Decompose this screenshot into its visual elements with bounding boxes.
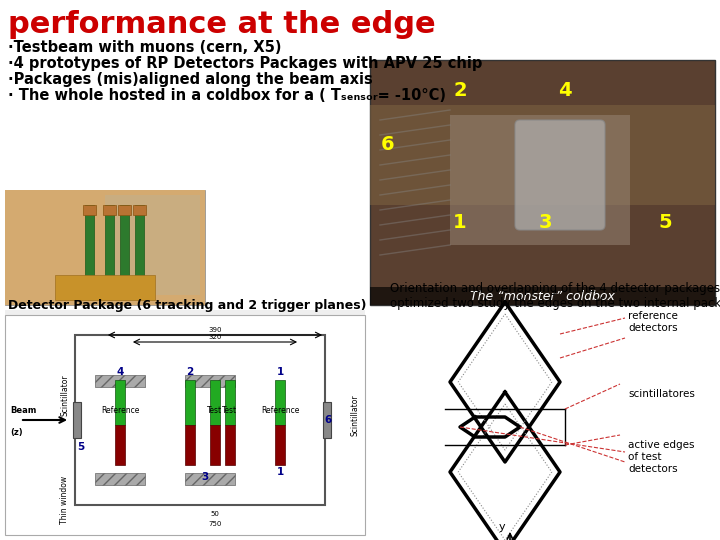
Text: Beam: Beam	[10, 406, 37, 415]
Text: Detector Package (6 tracking and 2 trigger planes): Detector Package (6 tracking and 2 trigg…	[8, 299, 366, 312]
Bar	[115, 425, 125, 465]
Text: ·Testbeam with muons (cern, X5): ·Testbeam with muons (cern, X5)	[8, 40, 282, 55]
Text: Reference: Reference	[101, 406, 139, 415]
Bar	[210, 380, 220, 425]
Text: 4: 4	[117, 367, 124, 377]
Bar	[5, 310, 365, 328]
Text: y: y	[498, 522, 505, 532]
Bar	[73, 402, 81, 438]
Bar	[450, 115, 630, 245]
Bar	[95, 375, 145, 387]
Text: 5: 5	[77, 442, 85, 452]
Bar	[275, 425, 285, 465]
Text: 3: 3	[202, 472, 209, 482]
Bar	[85, 205, 94, 280]
Bar	[75, 335, 325, 505]
Text: ·Packages (mis)aligned along the beam axis: ·Packages (mis)aligned along the beam ax…	[8, 72, 373, 87]
Bar	[5, 315, 365, 535]
Text: Reference: Reference	[261, 406, 300, 415]
Bar	[225, 425, 235, 465]
Bar	[370, 105, 715, 205]
Bar	[118, 205, 131, 215]
Text: Test: Test	[207, 406, 222, 415]
Bar	[95, 473, 145, 485]
Text: 2: 2	[453, 80, 467, 99]
Text: 1: 1	[453, 213, 467, 233]
Bar	[120, 205, 129, 280]
Bar	[323, 402, 331, 438]
Text: reference
detectors: reference detectors	[628, 311, 678, 333]
Text: ·4 prototypes of RP Detectors Packages with APV 25 chip: ·4 prototypes of RP Detectors Packages w…	[8, 56, 482, 71]
Text: 390: 390	[208, 327, 222, 333]
Text: 6: 6	[325, 415, 332, 425]
Bar	[370, 60, 715, 305]
Text: Thin window: Thin window	[60, 476, 69, 524]
Text: 320: 320	[208, 334, 222, 340]
Bar	[83, 205, 96, 215]
Bar	[370, 287, 715, 305]
Text: 3: 3	[539, 213, 552, 233]
Text: (z): (z)	[10, 428, 22, 437]
Bar	[185, 473, 235, 485]
Bar	[210, 425, 220, 465]
Text: active edges
of test
detectors: active edges of test detectors	[628, 441, 695, 474]
Text: Test: Test	[222, 406, 238, 415]
Bar	[185, 380, 195, 425]
Text: 1: 1	[276, 467, 284, 477]
Bar	[185, 425, 195, 465]
Bar	[115, 380, 125, 425]
Text: performance at the edge: performance at the edge	[8, 10, 436, 39]
Text: 4: 4	[558, 80, 572, 99]
Text: 50: 50	[210, 511, 220, 517]
Text: scintillatores: scintillatores	[628, 389, 695, 399]
Text: 6: 6	[381, 136, 395, 154]
Text: Orientation and overlapping of the 4 detector packages
optimized two study the e: Orientation and overlapping of the 4 det…	[390, 282, 720, 310]
Bar	[185, 375, 235, 387]
Bar	[5, 190, 205, 305]
Bar	[5, 190, 205, 305]
Text: 2: 2	[186, 367, 194, 377]
Text: 1: 1	[276, 367, 284, 377]
Text: Scintillator: Scintillator	[350, 394, 359, 436]
Text: · The whole hosted in a coldbox for a ( Tₛₑₙₛₒᵣ= -10°C): · The whole hosted in a coldbox for a ( …	[8, 88, 446, 103]
Text: 750: 750	[208, 521, 222, 527]
Bar	[275, 380, 285, 425]
Bar	[133, 205, 146, 215]
Bar	[55, 275, 155, 300]
FancyBboxPatch shape	[515, 120, 605, 230]
Bar	[103, 205, 116, 215]
Text: Scintillator: Scintillator	[60, 374, 69, 416]
Bar	[105, 195, 200, 295]
Bar	[105, 205, 114, 280]
Bar	[225, 380, 235, 425]
Text: 5: 5	[658, 213, 672, 233]
Bar	[135, 205, 144, 280]
Text: The “monster” coldbox: The “monster” coldbox	[470, 289, 615, 302]
